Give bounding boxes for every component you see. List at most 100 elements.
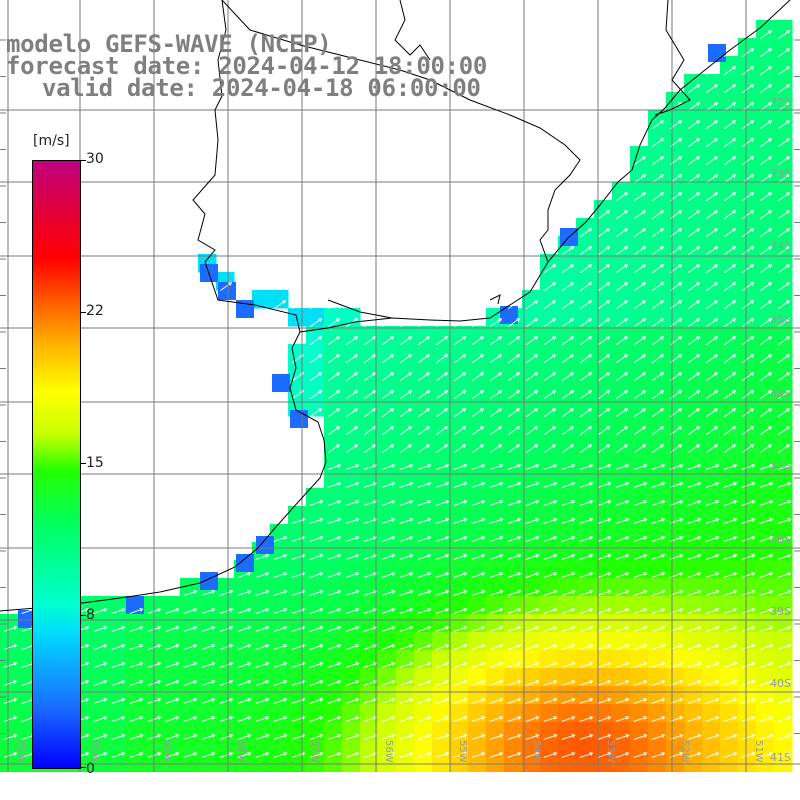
wind-arrow xyxy=(417,680,431,686)
wind-arrow xyxy=(399,554,413,560)
wind-arrow-head xyxy=(642,174,647,178)
wind-arrow xyxy=(651,518,665,524)
wind-arrow-head xyxy=(696,282,701,286)
wind-arrow-head xyxy=(606,408,611,412)
speed-cell xyxy=(360,434,379,453)
speed-cell xyxy=(522,326,541,345)
wind-arrow xyxy=(201,608,215,614)
speed-cell xyxy=(774,254,793,273)
wind-arrow xyxy=(706,354,718,364)
wind-arrow-head xyxy=(408,336,413,340)
speed-cell xyxy=(702,236,721,255)
speed-cell xyxy=(504,380,523,399)
wind-arrow-head xyxy=(229,752,234,756)
wind-arrow-head xyxy=(624,372,629,376)
wind-arrow-head xyxy=(229,698,234,702)
wind-arrow-head xyxy=(391,662,396,666)
wind-arrow-head xyxy=(444,444,449,448)
wind-arrow xyxy=(471,482,485,488)
wind-arrow xyxy=(724,48,736,58)
lon-label: 57W xyxy=(309,740,320,763)
wind-arrow-head xyxy=(409,482,414,486)
wind-arrow xyxy=(760,84,772,94)
wind-arrow-head xyxy=(750,372,755,376)
speed-cell xyxy=(594,362,613,381)
speed-cell xyxy=(738,362,757,381)
wind-arrow-head xyxy=(589,590,594,594)
wind-arrow xyxy=(309,536,323,542)
wind-arrow xyxy=(399,482,413,488)
speed-cell xyxy=(144,758,163,777)
wind-arrow-head xyxy=(517,698,522,702)
wind-arrow-head xyxy=(480,390,485,394)
wind-arrow xyxy=(616,264,628,274)
wind-arrow-head xyxy=(301,554,306,558)
wind-arrow-head xyxy=(625,536,630,540)
wind-arrow xyxy=(543,518,557,524)
wind-arrow-head xyxy=(157,644,162,648)
wind-arrow-head xyxy=(624,192,629,196)
wind-arrow xyxy=(724,390,736,400)
speed-cell xyxy=(576,344,595,363)
wind-arrow xyxy=(201,716,215,722)
wind-arrow-head xyxy=(588,444,593,448)
wind-arrow xyxy=(543,662,557,668)
wind-arrow-head xyxy=(697,482,702,486)
wind-arrow xyxy=(723,536,737,542)
wind-arrow xyxy=(562,246,574,256)
wind-arrow xyxy=(453,734,467,740)
wind-arrow xyxy=(759,644,773,650)
wind-arrow-head xyxy=(768,246,773,250)
wind-arrow xyxy=(381,554,395,560)
wind-arrow-head xyxy=(750,390,755,394)
wind-arrow-head xyxy=(588,354,593,358)
wind-arrow-head xyxy=(714,156,719,160)
wind-arrow xyxy=(454,426,466,436)
speed-cell xyxy=(486,380,505,399)
wind-arrow-head xyxy=(390,426,395,430)
wind-arrow-head xyxy=(193,752,198,756)
speed-cell xyxy=(738,38,757,57)
wind-arrow xyxy=(633,518,647,524)
wind-arrow-head xyxy=(787,734,792,738)
wind-arrow-head xyxy=(13,752,18,756)
wind-arrow-head xyxy=(589,626,594,630)
wind-arrow xyxy=(687,554,701,560)
wind-arrow xyxy=(777,626,791,632)
wind-arrow-head xyxy=(553,590,558,594)
speed-cell xyxy=(684,290,703,309)
wind-arrow-head xyxy=(642,336,647,340)
wind-arrow-head xyxy=(768,336,773,340)
wind-arrow xyxy=(328,444,340,454)
wind-arrow xyxy=(615,572,629,578)
speed-cell xyxy=(180,758,199,777)
speed-cell xyxy=(720,362,739,381)
wind-arrow-head xyxy=(570,444,575,448)
wind-arrow xyxy=(273,716,287,722)
speed-cell xyxy=(720,128,739,147)
wind-arrow-head xyxy=(678,354,683,358)
wind-arrow-head xyxy=(372,444,377,448)
wind-arrow xyxy=(435,572,449,578)
lat-label: 35S xyxy=(770,313,791,326)
wind-arrow xyxy=(237,644,251,650)
wind-arrow-head xyxy=(696,228,701,232)
wind-arrow-head xyxy=(696,102,701,106)
wind-arrow-head xyxy=(570,336,575,340)
wind-arrow xyxy=(255,572,269,578)
wind-arrow xyxy=(507,608,521,614)
speed-cell xyxy=(540,272,559,291)
speed-cell xyxy=(432,326,451,345)
wind-arrow-head xyxy=(606,372,611,376)
wind-arrow-head xyxy=(498,426,503,430)
wind-arrow xyxy=(435,698,449,704)
wind-arrow-head xyxy=(157,608,162,612)
speed-cell xyxy=(684,344,703,363)
wind-arrow-head xyxy=(714,372,719,376)
wind-arrow xyxy=(471,644,485,650)
wind-arrow xyxy=(688,210,700,220)
wind-arrow xyxy=(345,734,359,740)
wind-arrow xyxy=(274,300,286,310)
wind-arrow-head xyxy=(786,84,791,88)
wind-arrow xyxy=(327,698,341,704)
